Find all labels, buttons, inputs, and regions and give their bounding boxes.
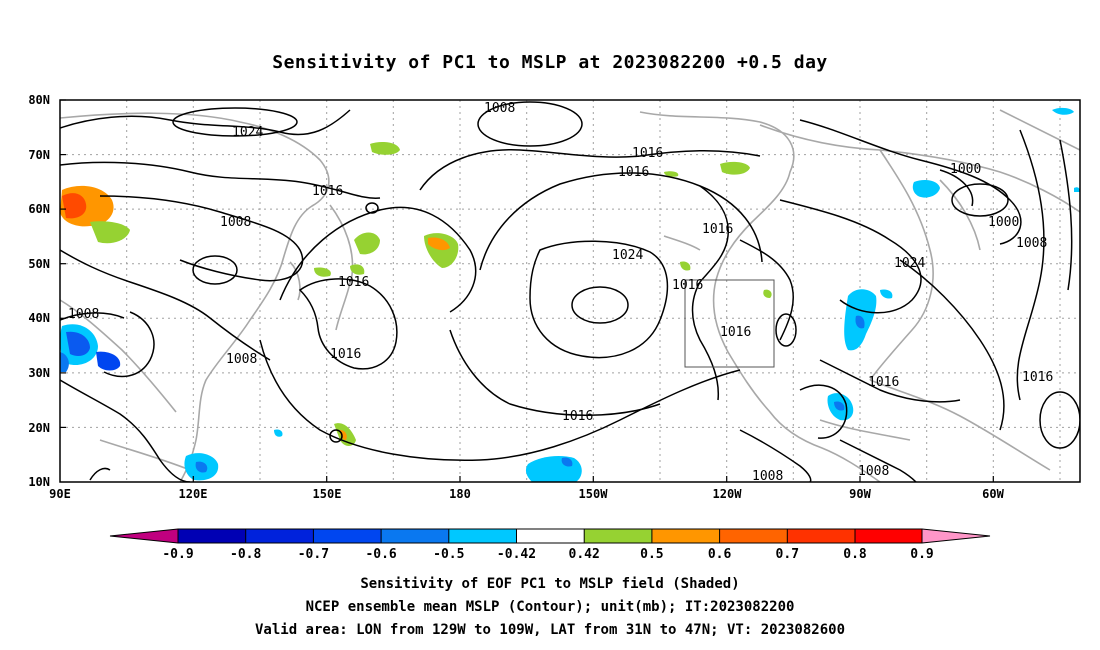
lon-label: 180 bbox=[449, 487, 471, 501]
colorbar-label: 0.42 bbox=[569, 547, 600, 562]
colorbar-label: -0.7 bbox=[298, 547, 329, 562]
contour-label: 1008 bbox=[226, 352, 257, 367]
contour-label: 1016 bbox=[338, 275, 369, 290]
lat-label: 80N bbox=[28, 93, 50, 107]
contour-label: 1008 bbox=[858, 464, 889, 479]
contour-label: 1016 bbox=[720, 325, 751, 340]
lat-label: 30N bbox=[28, 366, 50, 380]
lon-label: 90W bbox=[849, 487, 871, 501]
map-background bbox=[60, 100, 1080, 482]
contour-label: 1000 bbox=[950, 162, 981, 177]
lon-label: 60W bbox=[982, 487, 1004, 501]
colorbar-cell bbox=[651, 529, 720, 543]
contour-label: 1016 bbox=[632, 146, 663, 161]
contour-label-group: 1024 1008 1016 1016 1008 1016 1016 1008 … bbox=[68, 101, 1053, 484]
latitude-labels: 80N 70N 60N 50N 40N 30N 20N 10N bbox=[28, 93, 50, 489]
coastlines bbox=[60, 109, 1080, 482]
contour-label: 1016 bbox=[312, 184, 343, 199]
mslp-contours bbox=[60, 101, 1080, 482]
contour-label: 1024 bbox=[894, 256, 925, 271]
longitude-labels: 90E 120E 150E 180 150W 120W 90W 60W bbox=[49, 487, 1004, 501]
colorbar-cell bbox=[448, 529, 517, 543]
contour-label: 1024 bbox=[232, 125, 263, 140]
colorbar-label: -0.9 bbox=[162, 547, 193, 562]
map-panel: 1024 1008 1016 1016 1008 1016 1016 1008 … bbox=[28, 93, 1081, 501]
contour-label: 1008 bbox=[220, 215, 251, 230]
colorbar-cell bbox=[787, 529, 855, 543]
caption-line: Valid area: LON from 129W to 109W, LAT f… bbox=[255, 622, 845, 638]
lat-label: 40N bbox=[28, 311, 50, 325]
lon-label: 150E bbox=[313, 487, 342, 501]
contour-label: 1016 bbox=[330, 347, 361, 362]
colorbar-label: -0.8 bbox=[230, 547, 261, 562]
contour-label: 1008 bbox=[484, 101, 515, 116]
contour-label: 1024 bbox=[612, 248, 643, 263]
colorbar-label: -0.6 bbox=[365, 547, 396, 562]
contour-label: 1008 bbox=[1016, 236, 1047, 251]
colorbar-label: -0.42 bbox=[497, 547, 536, 562]
colorbar: -0.9 -0.8 -0.7 -0.6 -0.5 -0.42 0.42 0.5 … bbox=[109, 528, 991, 562]
colorbar-cell bbox=[313, 529, 382, 543]
lat-label: 60N bbox=[28, 202, 50, 216]
contour-label: 1016 bbox=[1022, 370, 1053, 385]
lat-label: 50N bbox=[28, 257, 50, 271]
caption-line: Sensitivity of EOF PC1 to MSLP field (Sh… bbox=[360, 576, 739, 592]
contour-label: 1008 bbox=[68, 307, 99, 322]
contour-label: 1008 bbox=[752, 469, 783, 484]
colorbar-cell bbox=[110, 529, 178, 543]
colorbar-cell bbox=[922, 529, 990, 543]
tick-marks bbox=[60, 99, 994, 482]
colorbar-label: -0.5 bbox=[433, 547, 464, 562]
lat-label: 20N bbox=[28, 421, 50, 435]
contour-label: 1016 bbox=[618, 165, 649, 180]
colorbar-cell bbox=[855, 529, 922, 543]
colorbar-cell bbox=[719, 529, 788, 543]
colorbar-label: 0.5 bbox=[640, 547, 663, 562]
captions: Sensitivity of EOF PC1 to MSLP field (Sh… bbox=[255, 576, 845, 638]
figure-title: Sensitivity of PC1 to MSLP at 2023082200… bbox=[272, 52, 828, 73]
colorbar-cell bbox=[584, 529, 652, 543]
colorbar-label: 0.6 bbox=[708, 547, 732, 562]
map-frame bbox=[59, 99, 1081, 483]
contour-label: 1016 bbox=[672, 278, 703, 293]
lat-label: 10N bbox=[28, 475, 50, 489]
lon-label: 120W bbox=[713, 487, 743, 501]
colorbar-cell bbox=[381, 529, 449, 543]
lon-label: 120E bbox=[179, 487, 208, 501]
colorbar-cell bbox=[245, 529, 314, 543]
colorbar-cell bbox=[178, 529, 246, 543]
colorbar-cell bbox=[516, 529, 585, 543]
contour-label: 1016 bbox=[562, 409, 593, 424]
contour-label: 1016 bbox=[868, 375, 899, 390]
caption-line: NCEP ensemble mean MSLP (Contour); unit(… bbox=[306, 599, 795, 615]
contour-label: 1000 bbox=[988, 215, 1019, 230]
colorbar-label: 0.7 bbox=[776, 547, 799, 562]
lat-label: 70N bbox=[28, 148, 50, 162]
valid-area-box bbox=[684, 279, 775, 368]
colorbar-label: 0.8 bbox=[843, 547, 867, 562]
lon-label: 90E bbox=[49, 487, 71, 501]
sensitivity-shading bbox=[60, 107, 1080, 482]
lon-label: 150W bbox=[579, 487, 609, 501]
contour-label: 1016 bbox=[702, 222, 733, 237]
colorbar-label: 0.9 bbox=[910, 547, 933, 562]
